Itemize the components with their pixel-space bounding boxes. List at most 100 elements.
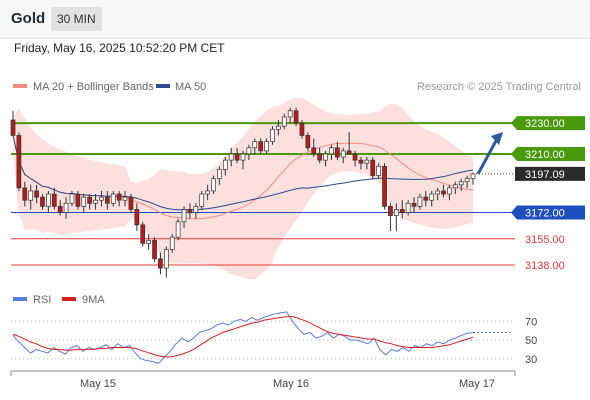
- time-axis-label: May 17: [459, 378, 495, 390]
- candle-body: [205, 190, 210, 195]
- candle-body: [346, 150, 352, 155]
- candle-body: [217, 169, 222, 179]
- candle-body: [293, 110, 299, 124]
- candle-body: [152, 239, 157, 260]
- candle-body: [63, 202, 69, 213]
- candle-body: [28, 190, 34, 201]
- candle-body: [75, 193, 81, 207]
- candlesticks: [10, 107, 476, 278]
- candle-body: [382, 165, 387, 207]
- candle-body: [16, 135, 22, 189]
- candle-body: [305, 135, 311, 149]
- header-bar: Gold 30 MIN: [0, 0, 590, 39]
- forecast-arrow-shaft: [476, 138, 499, 175]
- candle-body: [388, 206, 393, 216]
- candle-body: [93, 199, 98, 204]
- candle-body: [40, 196, 45, 207]
- candle-body: [370, 159, 376, 176]
- candle-body: [340, 150, 346, 158]
- candle-body: [240, 153, 246, 161]
- candle-body: [105, 196, 110, 204]
- candle-body: [399, 209, 405, 213]
- candle-body: [270, 128, 275, 142]
- rsi-tick-label: 70: [525, 316, 537, 328]
- level-label-support: 3138.00: [525, 260, 565, 272]
- candle-body: [417, 196, 423, 207]
- candle-body: [335, 147, 340, 158]
- candle-body: [458, 181, 464, 186]
- candle-body: [423, 196, 429, 201]
- candle-body: [281, 116, 287, 127]
- candle-body: [99, 196, 104, 201]
- legend-ma20-swatch: [13, 84, 27, 88]
- candle-body: [258, 141, 264, 152]
- chart-timestamp: Friday, May 16, 2025 10:52:20 PM CET: [14, 41, 225, 55]
- candle-body: [175, 221, 181, 238]
- time-axis: May 15 May 16 May 17: [10, 370, 516, 390]
- candle-body: [193, 206, 199, 213]
- candle-body: [429, 193, 435, 201]
- candle-body: [411, 202, 417, 207]
- candle-body: [464, 178, 470, 183]
- rsi-tick-label: 50: [525, 335, 537, 347]
- candle-body: [46, 193, 51, 207]
- candle-body: [81, 196, 87, 207]
- candle-body: [116, 193, 122, 201]
- candle-body: [364, 159, 370, 164]
- candle-body: [34, 190, 39, 198]
- rsi-panel: 70 50 30: [11, 311, 537, 366]
- candle-body: [393, 209, 399, 216]
- candle-body: [146, 239, 151, 244]
- level-tag-pivot: [511, 205, 585, 220]
- last-price-label: 3197.09: [525, 169, 565, 181]
- legend-ma50-label: MA 50: [175, 81, 206, 93]
- legend-9ma-label: 9MA: [82, 294, 105, 306]
- forecast-arrow-head: [491, 132, 503, 145]
- level-label-resistance: 3210.00: [525, 149, 565, 161]
- candle-body: [228, 153, 234, 161]
- last-price-tag: [515, 166, 585, 181]
- candle-body: [264, 141, 269, 152]
- price-levels: [11, 122, 515, 266]
- candle-body: [211, 178, 216, 192]
- candle-body: [447, 187, 452, 195]
- legend-ma20-label: MA 20 + Bollinger Bands: [33, 81, 154, 93]
- candle-body: [234, 153, 240, 161]
- candle-body: [199, 193, 205, 207]
- candle-body: [163, 249, 169, 269]
- candle-body: [140, 224, 146, 244]
- candle-body: [169, 236, 175, 250]
- candle-body: [22, 187, 28, 201]
- candle-body: [222, 159, 228, 170]
- level-label-support: 3155.00: [525, 234, 565, 246]
- candle-body: [470, 173, 476, 179]
- candle-body: [128, 196, 134, 210]
- candle-body: [246, 147, 252, 155]
- rsi-9ma-line: [12, 316, 474, 358]
- timeframe-button[interactable]: 30 MIN: [51, 7, 102, 31]
- level-tag-resistance: [511, 116, 585, 131]
- level-labels: 3230.00 3210.00 3197.09 3172.00 3155.00 3138.…: [511, 116, 585, 272]
- candle-body: [405, 202, 411, 213]
- legend-rsi-swatch: [13, 297, 27, 301]
- level-label-resistance: 3230.00: [525, 118, 565, 130]
- candle-body: [352, 153, 358, 161]
- candle-body: [69, 193, 75, 204]
- bollinger-band-area: [13, 97, 473, 280]
- legend-ma50-swatch: [156, 84, 170, 88]
- candle-body: [441, 190, 446, 195]
- candle-body: [51, 193, 57, 207]
- candle-body: [187, 209, 193, 213]
- candle-body: [452, 184, 458, 189]
- candle-body: [122, 196, 128, 201]
- candle-body: [57, 206, 63, 213]
- candle-body: [311, 147, 317, 155]
- candle-body: [87, 196, 93, 204]
- candle-body: [376, 165, 381, 176]
- candle-body: [358, 159, 364, 164]
- level-label-pivot: 3172.00: [525, 208, 565, 220]
- rsi-tick-label: 30: [525, 354, 537, 366]
- candle-body: [10, 119, 16, 136]
- candle-body: [317, 153, 323, 161]
